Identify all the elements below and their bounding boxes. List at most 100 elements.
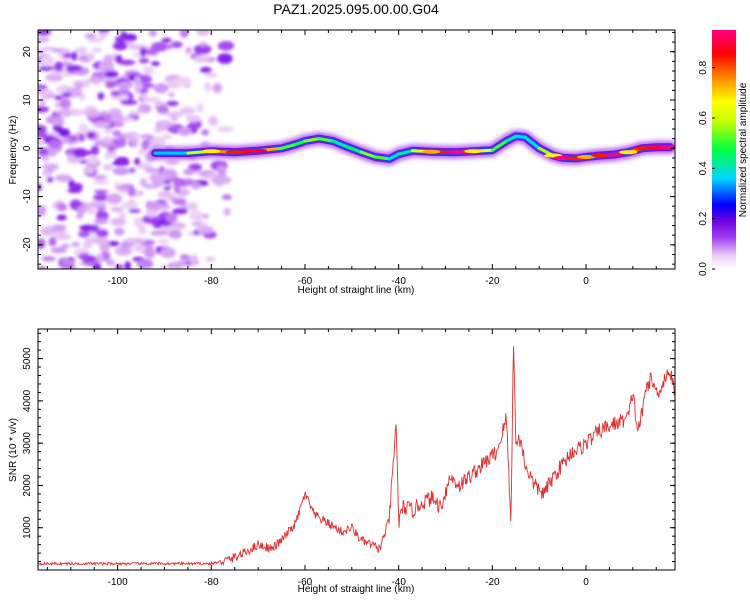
noise-blob <box>138 224 147 235</box>
x-tick-label: 0 <box>583 276 589 287</box>
noise-blob <box>148 30 157 37</box>
noise-blob <box>149 173 167 184</box>
noise-blob <box>42 163 59 171</box>
noise-blob <box>113 129 122 138</box>
noise-blob <box>114 35 127 43</box>
noise-blob <box>173 183 181 194</box>
noise-blob <box>95 202 107 209</box>
snr-series-line <box>38 346 675 567</box>
noise-blob <box>93 121 111 129</box>
x-tick-label: -20 <box>485 577 500 588</box>
noise-blob <box>114 264 124 269</box>
noise-blob <box>40 135 55 140</box>
noise-blob <box>221 194 232 200</box>
snr-panel: -100 -80 -60 -40 -20 0 1000 2000 3000 4000 5000 H… <box>8 328 676 595</box>
noise-blob <box>54 174 73 183</box>
noise-blob <box>39 97 46 107</box>
spectrogram-y-ticks: -20 -10 0 10 20 <box>22 31 675 265</box>
noise-blob <box>110 217 127 227</box>
noise-blob <box>77 253 90 260</box>
noise-blob <box>44 171 53 178</box>
noise-blob <box>179 106 195 115</box>
noise-blob <box>78 133 85 142</box>
x-tick-label: -60 <box>298 276 313 287</box>
ridge-peak <box>619 150 638 155</box>
noise-blob <box>166 100 179 107</box>
noise-blob <box>189 210 205 221</box>
y-tick-label: 10 <box>22 94 33 106</box>
ridge-segment <box>523 135 541 150</box>
noise-blob <box>92 236 109 245</box>
ridge-segment <box>345 145 363 154</box>
noise-blob <box>190 182 202 190</box>
noise-blob <box>62 52 72 59</box>
x-tick-label: 0 <box>583 577 589 588</box>
noise-blob <box>126 237 138 243</box>
noise-blob <box>136 259 154 269</box>
noise-blob <box>166 79 181 90</box>
noise-blob <box>117 81 134 89</box>
ridge-segment <box>294 139 307 146</box>
noise-blob <box>134 157 141 166</box>
noise-blob <box>75 46 88 54</box>
noise-blob <box>144 167 160 173</box>
noise-blob <box>68 136 78 141</box>
colorbar-tick-label: 0.4 <box>698 161 709 175</box>
noise-blob <box>77 230 91 238</box>
noise-blob <box>168 92 175 98</box>
noise-blob <box>60 243 71 248</box>
noise-blob <box>223 207 231 216</box>
noise-blob <box>193 44 212 55</box>
noise-blob <box>144 96 161 103</box>
noise-blob <box>107 241 120 247</box>
noise-blob <box>71 183 83 191</box>
noise-blob <box>171 116 178 122</box>
spectrogram-x-ticks: -100 -80 -60 -40 -20 0 <box>46 30 657 287</box>
noise-blob <box>189 254 199 266</box>
noise-blob <box>60 138 69 144</box>
x-tick-label: -20 <box>485 276 500 287</box>
noise-blob <box>93 193 110 202</box>
ridge-peak <box>591 153 610 158</box>
x-tick-label: -100 <box>108 276 128 287</box>
noise-blob <box>56 214 67 221</box>
noise-blob <box>72 148 88 158</box>
noise-blob <box>104 70 119 79</box>
noise-blob <box>150 137 165 146</box>
noise-blob <box>38 238 46 250</box>
noise-blob <box>124 261 131 269</box>
noise-blob <box>118 59 136 66</box>
noise-blob <box>84 109 101 118</box>
noise-blob <box>172 208 188 215</box>
noise-blob <box>119 212 127 219</box>
noise-blob <box>82 241 93 249</box>
spectrogram-y-axis-label: Frequency (Hz) <box>8 116 19 185</box>
x-tick-label: -40 <box>391 577 406 588</box>
noise-blob <box>188 163 203 171</box>
noise-blob <box>156 204 171 210</box>
noise-blob <box>139 47 147 57</box>
colorbar-ticks: 0.0 0.2 0.4 0.6 0.8 <box>698 60 715 276</box>
figure-title: PAZ1.2025.095.00.00.G04 <box>273 1 439 17</box>
noise-blob <box>217 41 235 51</box>
noise-blob <box>171 221 187 230</box>
noise-blob <box>38 140 44 145</box>
noise-blob <box>71 241 81 248</box>
colorbar-gradient <box>712 30 736 269</box>
snr-x-ticks: -100 -80 -60 -40 -20 0 <box>46 329 657 588</box>
noise-blob <box>112 166 130 176</box>
snr-x-axis-label: Height of straight line (km) <box>298 584 415 595</box>
y-tick-label: 20 <box>22 46 33 58</box>
ridge-segment <box>504 134 518 143</box>
snr-y-axis-label: SNR (10 * v/v) <box>8 418 19 482</box>
noise-blob <box>177 127 192 136</box>
ridge-segment <box>514 134 527 139</box>
noise-blob <box>38 124 47 133</box>
noise-blob <box>142 83 155 88</box>
ridge-peak <box>249 148 268 153</box>
noise-blob <box>120 242 129 251</box>
noise-blob <box>65 65 83 72</box>
noise-blob <box>217 53 233 64</box>
noise-blob <box>38 37 50 43</box>
